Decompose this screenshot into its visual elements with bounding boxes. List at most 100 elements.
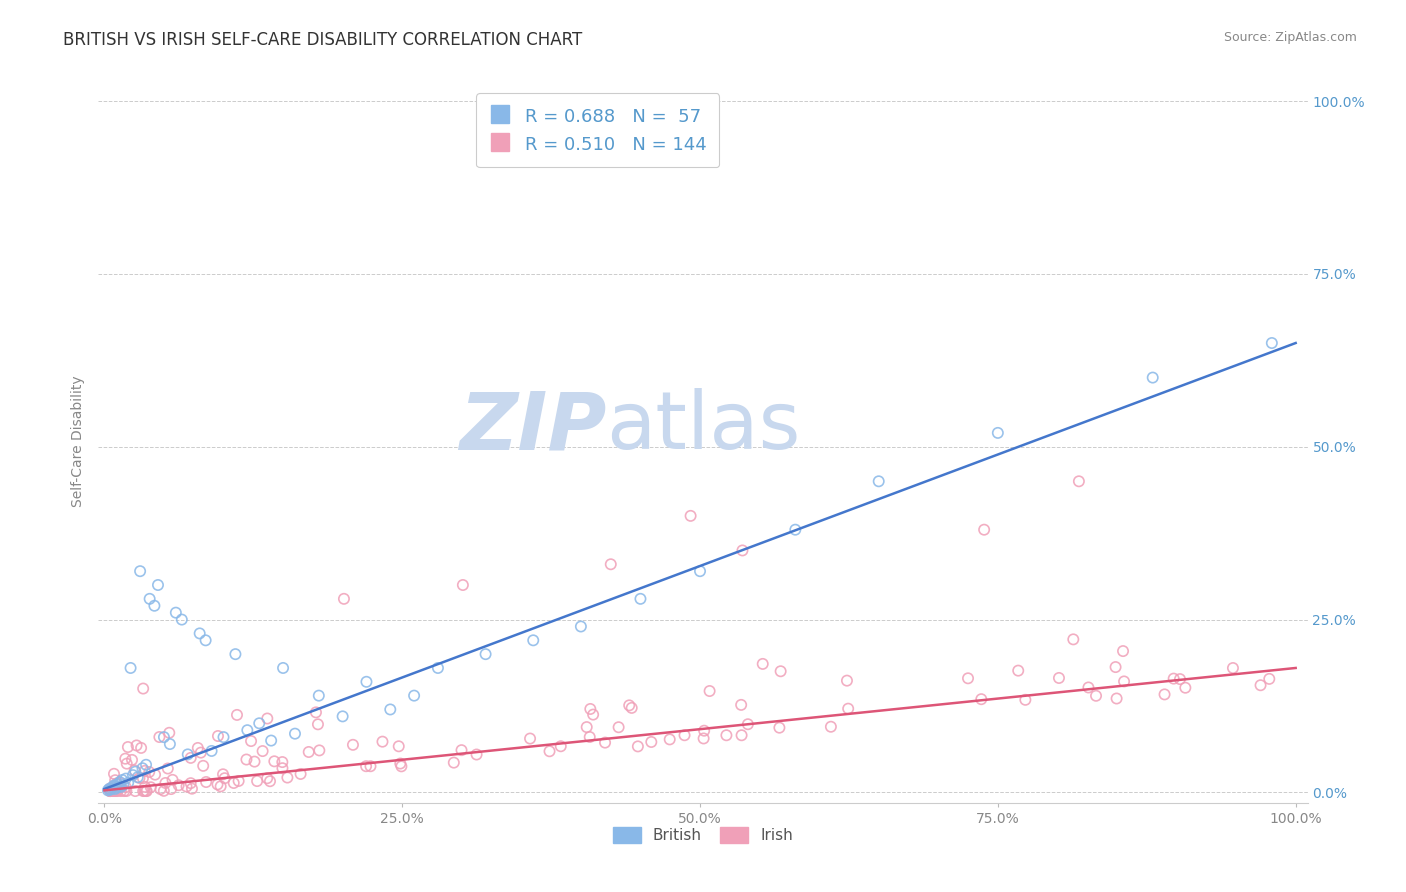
Point	[837, 701, 859, 715]
Point	[730, 698, 752, 712]
Point	[522, 633, 544, 648]
Point	[1168, 672, 1191, 686]
Point	[240, 734, 263, 748]
Point	[177, 747, 200, 762]
Point	[956, 671, 979, 685]
Point	[105, 776, 128, 790]
Point	[134, 780, 156, 794]
Point	[1261, 336, 1284, 351]
Point	[298, 745, 321, 759]
Point	[222, 776, 245, 790]
Point	[716, 728, 738, 742]
Point	[474, 647, 496, 661]
Point	[593, 736, 616, 750]
Point	[550, 739, 572, 754]
Point	[209, 780, 232, 794]
Point	[104, 781, 127, 796]
Point	[112, 778, 135, 792]
Point	[1142, 370, 1164, 384]
Point	[143, 599, 166, 613]
Point	[98, 782, 121, 797]
Point	[193, 759, 215, 773]
Point	[224, 647, 246, 661]
Point	[132, 772, 155, 786]
Point	[389, 759, 412, 773]
Point	[132, 681, 155, 696]
Point	[159, 737, 181, 751]
Point	[243, 755, 266, 769]
Point	[1258, 672, 1281, 686]
Point	[105, 780, 128, 795]
Point	[104, 784, 127, 798]
Point	[155, 776, 177, 790]
Point	[835, 673, 858, 688]
Point	[128, 771, 150, 785]
Point	[673, 728, 696, 742]
Point	[115, 756, 138, 771]
Point	[389, 756, 412, 771]
Text: ZIP: ZIP	[458, 388, 606, 467]
Point	[271, 661, 294, 675]
Point	[538, 744, 561, 758]
Point	[256, 771, 278, 785]
Point	[100, 781, 122, 796]
Point	[129, 564, 152, 578]
Point	[443, 756, 465, 770]
Point	[139, 780, 162, 795]
Point	[1104, 660, 1126, 674]
Point	[360, 759, 382, 773]
Point	[404, 689, 426, 703]
Point	[620, 701, 643, 715]
Point	[110, 784, 132, 798]
Point	[110, 780, 132, 794]
Point	[135, 757, 157, 772]
Point	[693, 723, 716, 738]
Point	[356, 674, 378, 689]
Point	[276, 771, 298, 785]
Point	[153, 730, 176, 744]
Point	[114, 752, 136, 766]
Point	[212, 730, 235, 744]
Point	[125, 739, 148, 753]
Point	[180, 751, 202, 765]
Point	[751, 657, 773, 671]
Point	[308, 689, 330, 703]
Point	[127, 770, 149, 784]
Point	[190, 746, 212, 760]
Point	[98, 784, 121, 798]
Point	[132, 784, 155, 798]
Point	[578, 730, 600, 744]
Point	[1047, 671, 1070, 685]
Point	[114, 772, 136, 786]
Point	[148, 730, 170, 744]
Point	[122, 768, 145, 782]
Point	[143, 767, 166, 781]
Point	[271, 755, 294, 769]
Point	[1163, 672, 1185, 686]
Text: BRITISH VS IRISH SELF-CARE DISABILITY CORRELATION CHART: BRITISH VS IRISH SELF-CARE DISABILITY CO…	[63, 31, 582, 49]
Point	[607, 720, 630, 734]
Point	[138, 591, 160, 606]
Point	[737, 717, 759, 731]
Point	[308, 743, 330, 757]
Point	[307, 717, 329, 731]
Point	[342, 738, 364, 752]
Point	[630, 591, 652, 606]
Point	[973, 523, 995, 537]
Point	[195, 775, 218, 789]
Point	[769, 665, 792, 679]
Point	[114, 780, 136, 794]
Point	[1062, 632, 1084, 647]
Point	[679, 508, 702, 523]
Point	[134, 784, 156, 798]
Point	[108, 775, 131, 789]
Point	[104, 773, 127, 788]
Point	[236, 723, 259, 738]
Point	[120, 661, 142, 675]
Point	[188, 626, 211, 640]
Point	[129, 740, 152, 755]
Point	[160, 782, 183, 797]
Point	[785, 523, 807, 537]
Point	[207, 729, 229, 743]
Point	[333, 591, 356, 606]
